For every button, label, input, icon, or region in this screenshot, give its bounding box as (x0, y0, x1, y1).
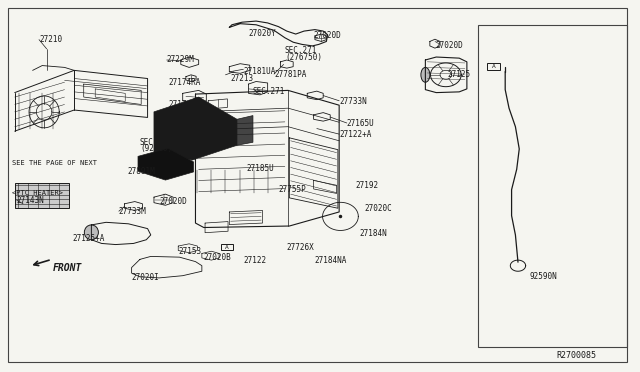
Text: 27143N: 27143N (17, 196, 44, 205)
Text: 27210: 27210 (39, 35, 62, 44)
Text: 27755P: 27755P (278, 185, 307, 194)
Text: A: A (492, 64, 495, 69)
Text: 27192: 27192 (355, 181, 378, 190)
Bar (487, 63, 500, 70)
Ellipse shape (421, 67, 430, 82)
Text: 27122+A: 27122+A (339, 130, 372, 140)
Text: 27122: 27122 (243, 256, 266, 265)
Text: 27174R: 27174R (169, 100, 196, 109)
Text: 27229M: 27229M (167, 55, 195, 64)
Text: 27153: 27153 (178, 247, 202, 256)
Text: 27733M: 27733M (119, 207, 147, 216)
Polygon shape (154, 97, 237, 160)
Polygon shape (237, 116, 253, 145)
Text: 27185U: 27185U (246, 164, 275, 173)
Text: 27020B: 27020B (204, 253, 232, 262)
Text: (276750): (276750) (285, 52, 322, 61)
Text: 27020D: 27020D (314, 31, 341, 41)
Text: 27125+A: 27125+A (72, 234, 104, 243)
Text: 27020D: 27020D (159, 197, 187, 206)
Text: A: A (225, 245, 228, 250)
Text: 27020D: 27020D (435, 41, 463, 51)
Text: FRONT: FRONT (53, 263, 83, 273)
Text: 27174RA: 27174RA (169, 78, 201, 87)
Polygon shape (138, 148, 193, 180)
Bar (15, 183, 69, 208)
Text: 27165U: 27165U (347, 119, 374, 128)
Text: 27781PA: 27781PA (274, 70, 307, 78)
Text: (92419): (92419) (140, 144, 172, 153)
Text: 27181UA: 27181UA (243, 67, 276, 76)
Text: 27125: 27125 (448, 70, 471, 79)
Ellipse shape (84, 225, 99, 240)
Text: <PTC HEATER>: <PTC HEATER> (12, 190, 63, 196)
Text: SEC.278: SEC.278 (140, 138, 172, 147)
Text: R2700085: R2700085 (556, 351, 596, 360)
Text: 27891M: 27891M (127, 167, 155, 176)
Text: 27020Y: 27020Y (248, 29, 276, 38)
Text: 27020I: 27020I (132, 273, 159, 282)
Bar (221, 244, 232, 250)
Text: 27184N: 27184N (360, 229, 387, 238)
Text: 92590N: 92590N (529, 272, 557, 281)
Text: 27213: 27213 (230, 74, 253, 83)
Text: SEE THE PAGE OF NEXT: SEE THE PAGE OF NEXT (12, 160, 97, 166)
Bar (478, 25, 627, 347)
Text: 27726X: 27726X (287, 243, 314, 252)
Text: SEC.271: SEC.271 (285, 46, 317, 55)
Text: 27184NA: 27184NA (315, 256, 348, 265)
Text: 27020C: 27020C (365, 204, 392, 213)
Text: 27733N: 27733N (339, 97, 367, 106)
Text: SEC.271: SEC.271 (253, 87, 285, 96)
